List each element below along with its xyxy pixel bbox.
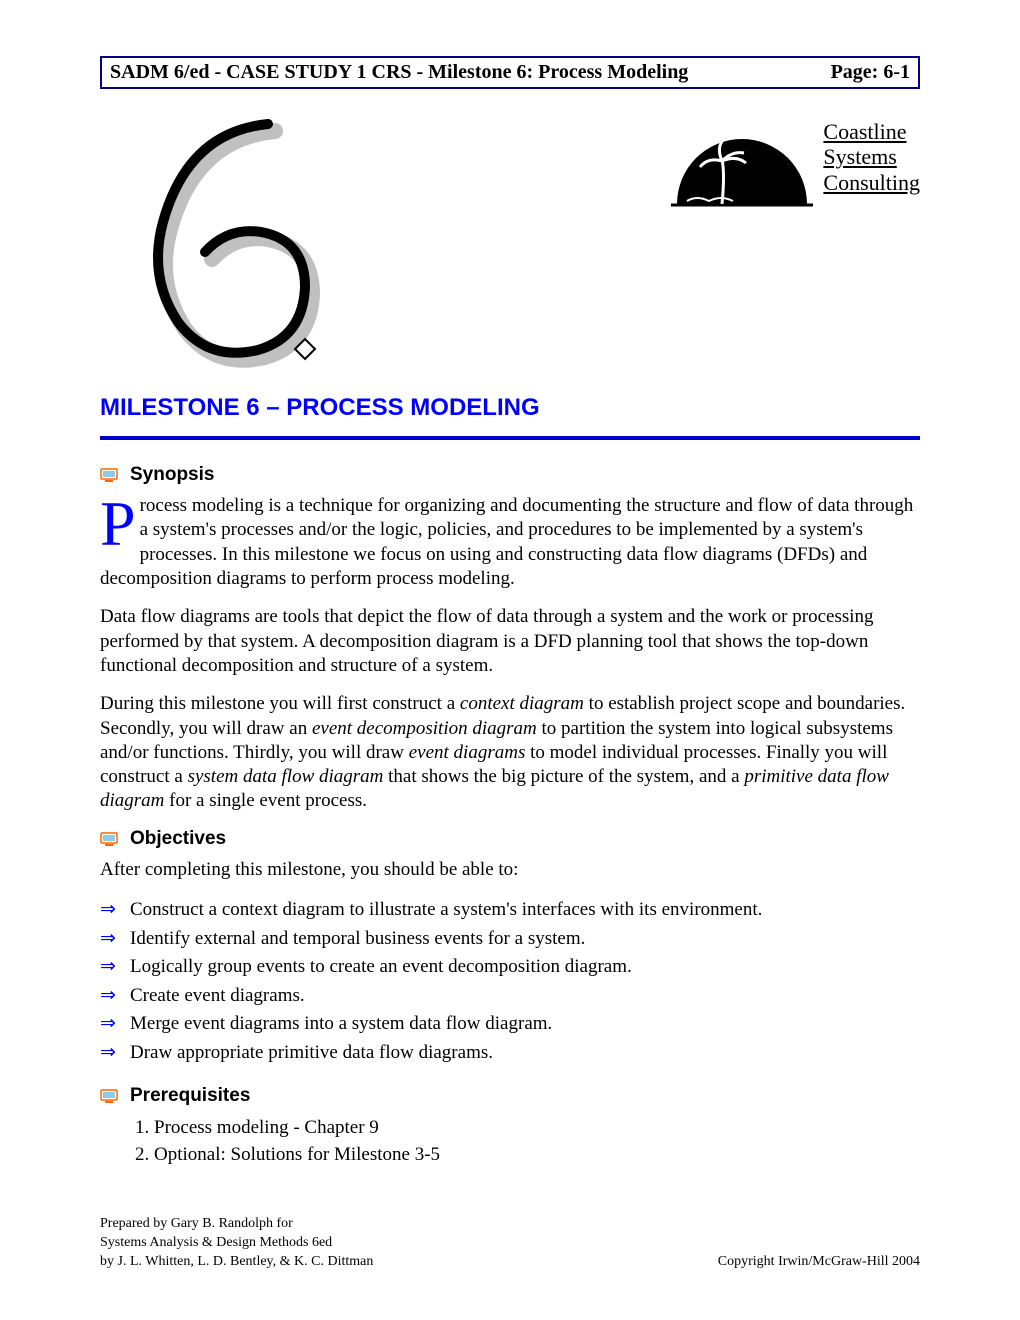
arrow-icon: ⇒ xyxy=(100,1039,120,1068)
objectives-item-text: Construct a context diagram to illustrat… xyxy=(130,896,762,925)
page-footer: Prepared by Gary B. Randolph for Systems… xyxy=(100,1215,920,1272)
arrow-icon: ⇒ xyxy=(100,1010,120,1039)
objectives-item: ⇒ Construct a context diagram to illustra… xyxy=(100,896,920,925)
header-page-number: Page: 6-1 xyxy=(831,61,910,84)
prerequisite-item: Process modeling - Chapter 9 xyxy=(154,1115,920,1142)
objectives-item: ⇒ Create event diagrams. xyxy=(100,982,920,1011)
objectives-item-text: Identify external and temporal business … xyxy=(130,925,585,954)
synopsis-paragraph-1: P rocess modeling is a technique for org… xyxy=(100,494,920,591)
objectives-item: ⇒ Logically group events to create an eve… xyxy=(100,953,920,982)
synopsis-p1-text: rocess modeling is a technique for organ… xyxy=(100,495,913,589)
header-title: SADM 6/ed - CASE STUDY 1 CRS - Milestone… xyxy=(110,61,688,84)
objectives-item: ⇒ Draw appropriate primitive data flow di… xyxy=(100,1039,920,1068)
prerequisite-item: Optional: Solutions for Milestone 3-5 xyxy=(154,1142,920,1169)
computer-icon xyxy=(100,1089,118,1103)
coastline-text: Coastline Systems Consulting xyxy=(823,119,920,195)
coastline-logo-block: Coastline Systems Consulting xyxy=(667,119,920,219)
prerequisites-heading-row: Prerequisites xyxy=(100,1085,920,1107)
arrow-icon: ⇒ xyxy=(100,982,120,1011)
objectives-intro: After completing this milestone, you sho… xyxy=(100,858,920,882)
computer-icon xyxy=(100,468,118,482)
six-icon xyxy=(100,119,360,369)
prerequisites-heading: Prerequisites xyxy=(130,1085,250,1107)
chapter-six-graphic xyxy=(100,119,360,374)
title-horizontal-rule xyxy=(100,436,920,440)
arrow-icon: ⇒ xyxy=(100,953,120,982)
dropcap-letter: P xyxy=(100,494,140,550)
arrow-icon: ⇒ xyxy=(100,896,120,925)
synopsis-heading: Synopsis xyxy=(130,464,214,486)
objectives-list: ⇒ Construct a context diagram to illustra… xyxy=(100,896,920,1067)
footer-copyright: Copyright Irwin/McGraw-Hill 2004 xyxy=(718,1253,920,1272)
logo-row: Coastline Systems Consulting xyxy=(100,119,920,374)
objectives-heading-row: Objectives xyxy=(100,828,920,850)
synopsis-paragraph-3: During this milestone you will first con… xyxy=(100,692,920,814)
objectives-item-text: Draw appropriate primitive data flow dia… xyxy=(130,1039,493,1068)
page-header-bar: SADM 6/ed - CASE STUDY 1 CRS - Milestone… xyxy=(100,56,920,89)
coastline-sunset-icon xyxy=(667,119,817,219)
objectives-item: ⇒ Merge event diagrams into a system data… xyxy=(100,1010,920,1039)
synopsis-paragraph-2: Data flow diagrams are tools that depict… xyxy=(100,605,920,678)
synopsis-heading-row: Synopsis xyxy=(100,464,920,486)
objectives-item-text: Logically group events to create an even… xyxy=(130,953,632,982)
milestone-title: MILESTONE 6 – PROCESS MODELING xyxy=(100,394,920,422)
objectives-item-text: Merge event diagrams into a system data … xyxy=(130,1010,552,1039)
prerequisites-list: Process modeling - Chapter 9Optional: So… xyxy=(154,1115,920,1168)
objectives-item-text: Create event diagrams. xyxy=(130,982,305,1011)
objectives-heading: Objectives xyxy=(130,828,226,850)
computer-icon xyxy=(100,832,118,846)
objectives-item: ⇒ Identify external and temporal business… xyxy=(100,925,920,954)
arrow-icon: ⇒ xyxy=(100,925,120,954)
footer-left-text: Prepared by Gary B. Randolph for Systems… xyxy=(100,1215,373,1272)
